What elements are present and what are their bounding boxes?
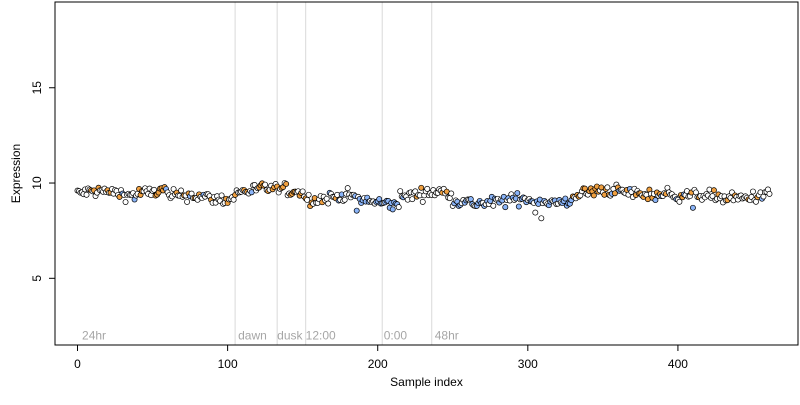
y-tick-label: 15	[30, 81, 44, 95]
data-point	[532, 209, 539, 216]
data-point	[418, 184, 425, 191]
data-point	[514, 190, 521, 197]
data-point	[409, 196, 416, 203]
data-point	[652, 197, 659, 204]
data-point	[305, 191, 312, 198]
annotations: 24hr dawn dusk 12:00 0:00 48hr	[82, 328, 459, 342]
data-point	[581, 185, 588, 192]
data-point	[538, 215, 545, 222]
data-point	[184, 198, 191, 205]
data-point	[515, 203, 522, 210]
data-point	[341, 196, 348, 203]
data-point	[178, 187, 185, 194]
data-point	[689, 204, 696, 211]
data-point	[611, 190, 618, 197]
data-point	[419, 198, 426, 205]
data-point	[283, 180, 290, 187]
annotation-label: 48hr	[435, 328, 459, 342]
data-point	[502, 204, 509, 211]
data-point	[710, 187, 717, 194]
plot-frame	[54, 1, 799, 346]
annotation-label: 0:00	[384, 328, 408, 342]
data-point	[230, 196, 237, 203]
data-point	[709, 193, 716, 200]
data-point	[218, 192, 225, 199]
data-point	[676, 198, 683, 205]
y-tick-label: 10	[30, 176, 44, 190]
data-point	[397, 188, 404, 195]
y-tick-label: 5	[30, 275, 44, 282]
annotation-label: dusk	[277, 328, 303, 342]
data-point	[562, 195, 569, 202]
data-point	[395, 204, 402, 211]
data-point	[750, 188, 756, 195]
y-axis-label: Expression	[9, 144, 23, 203]
data-point	[122, 199, 129, 205]
data-point	[766, 190, 773, 197]
data-point	[448, 190, 455, 197]
x-tick-label: 200	[368, 357, 388, 371]
data-point	[490, 202, 497, 209]
data-point	[604, 184, 611, 191]
data-points	[74, 180, 773, 222]
data-point	[325, 200, 332, 207]
data-point	[389, 206, 396, 213]
data-point	[262, 181, 269, 188]
x-tick-label: 400	[668, 357, 688, 371]
data-point	[83, 191, 90, 198]
annotation-label: 12:00	[306, 328, 336, 342]
time-dividers	[234, 2, 433, 345]
x-tick-label: 0	[74, 357, 81, 371]
data-point	[590, 192, 597, 199]
x-tick-label: 300	[518, 357, 538, 371]
data-point	[151, 186, 158, 193]
x-tick-label: 100	[218, 357, 238, 371]
y-axis: 5 10 15	[30, 81, 56, 282]
x-axis: 0 100 200 300 400	[74, 344, 688, 371]
data-point	[424, 185, 431, 192]
data-point	[323, 195, 330, 202]
data-point	[353, 207, 360, 214]
data-point	[299, 188, 306, 195]
data-point	[467, 196, 474, 203]
annotation-label: 24hr	[82, 328, 106, 342]
data-point	[344, 185, 351, 192]
annotation-label: dawn	[238, 328, 267, 342]
x-axis-label: Sample index	[390, 375, 463, 389]
